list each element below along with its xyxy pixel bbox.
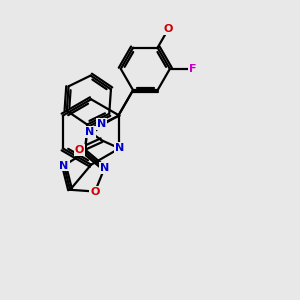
Text: O: O [164, 24, 173, 34]
Text: O: O [90, 187, 100, 196]
Text: N: N [115, 143, 124, 153]
Text: N: N [100, 163, 109, 173]
Text: O: O [74, 145, 84, 155]
Text: N: N [85, 127, 94, 137]
Text: F: F [189, 64, 196, 74]
Text: N: N [97, 119, 106, 129]
Text: N: N [59, 160, 69, 170]
